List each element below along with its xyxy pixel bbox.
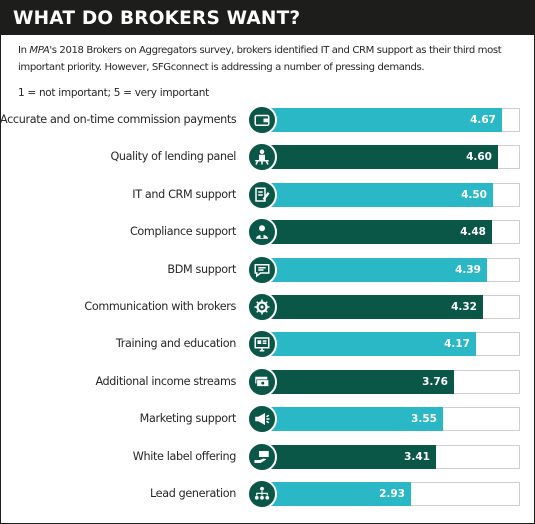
bar-row: Communication with brokers 4.32 (0, 292, 533, 322)
bar (258, 257, 487, 282)
intro-text-after: 's 2018 Brokers on Aggregators survey, b… (18, 45, 502, 73)
scale-note: 1 = not important; 5 = very important (18, 87, 209, 99)
category-label: Communication with brokers (84, 300, 236, 313)
intro-text-before: In (18, 45, 30, 56)
bar-value-label: 3.76 (422, 375, 448, 388)
bar-row: Quality of lending panel 4.60 (0, 142, 533, 173)
bar (258, 220, 492, 245)
bar-value-label: 4.60 (466, 151, 492, 164)
gear-head-icon (247, 292, 277, 322)
megaphone-icon (247, 404, 277, 435)
bar (258, 332, 476, 357)
bar-value-label: 3.55 (411, 413, 437, 426)
bar-row: Lead generation 2.93 (0, 479, 533, 509)
wallet-icon (247, 105, 277, 135)
bar-value-label: 4.39 (455, 263, 481, 276)
category-label: Lead generation (149, 487, 236, 500)
intro-publication: MPA (29, 45, 50, 56)
header-bar: WHAT DO BROKERS WANT? (1, 1, 534, 35)
bar-row: Accurate and on-time commission payments… (0, 105, 533, 135)
hand-card-icon (247, 441, 277, 472)
category-label: Marketing support (139, 412, 237, 426)
bar-value-label: 2.93 (379, 488, 405, 500)
bar-row: Training and education 4.17 (0, 329, 533, 360)
bar-value-label: 4.67 (470, 114, 496, 126)
category-label: White label offering (132, 449, 237, 463)
bar-row: White label offering 3.41 (0, 441, 533, 472)
bar-row: BDM support 4.39 (0, 254, 533, 285)
bar (258, 482, 411, 506)
presenter-icon (247, 142, 277, 173)
speech-bubble-icon (247, 254, 277, 285)
category-label: Compliance support (129, 225, 236, 239)
people-network-icon (247, 479, 277, 509)
person-badge-icon (247, 217, 277, 248)
bar-value-label: 4.32 (451, 301, 477, 313)
money-stack-icon (247, 366, 277, 397)
bar (258, 145, 498, 170)
bar-row: Additional income streams 3.76 (0, 366, 533, 397)
bar (258, 108, 502, 132)
category-label: Training and education (115, 337, 236, 351)
bar (258, 407, 443, 432)
monitor-card-icon (247, 329, 277, 360)
bar-value-label: 4.48 (460, 226, 486, 239)
bar (258, 182, 493, 207)
bar (258, 295, 483, 319)
bar-value-label: 3.41 (404, 450, 430, 463)
bar-value-label: 4.50 (461, 188, 487, 201)
category-label: Quality of lending panel (110, 150, 236, 164)
bar-value-label: 4.17 (444, 338, 470, 351)
bar (258, 369, 454, 394)
category-label: Additional income streams (95, 374, 236, 388)
bar-row: Marketing support 3.55 (0, 404, 533, 435)
category-label: IT and CRM support (132, 187, 236, 201)
bar (258, 444, 436, 469)
page-title: WHAT DO BROKERS WANT? (13, 8, 301, 29)
bar-row: IT and CRM support 4.50 (0, 179, 533, 210)
category-label: BDM support (167, 262, 236, 276)
category-label: Accurate and on-time commission payments (0, 113, 237, 126)
document-pen-icon (247, 179, 277, 210)
bar-row: Compliance support 4.48 (0, 217, 533, 248)
intro-paragraph: In MPA's 2018 Brokers on Aggregators sur… (18, 42, 523, 76)
